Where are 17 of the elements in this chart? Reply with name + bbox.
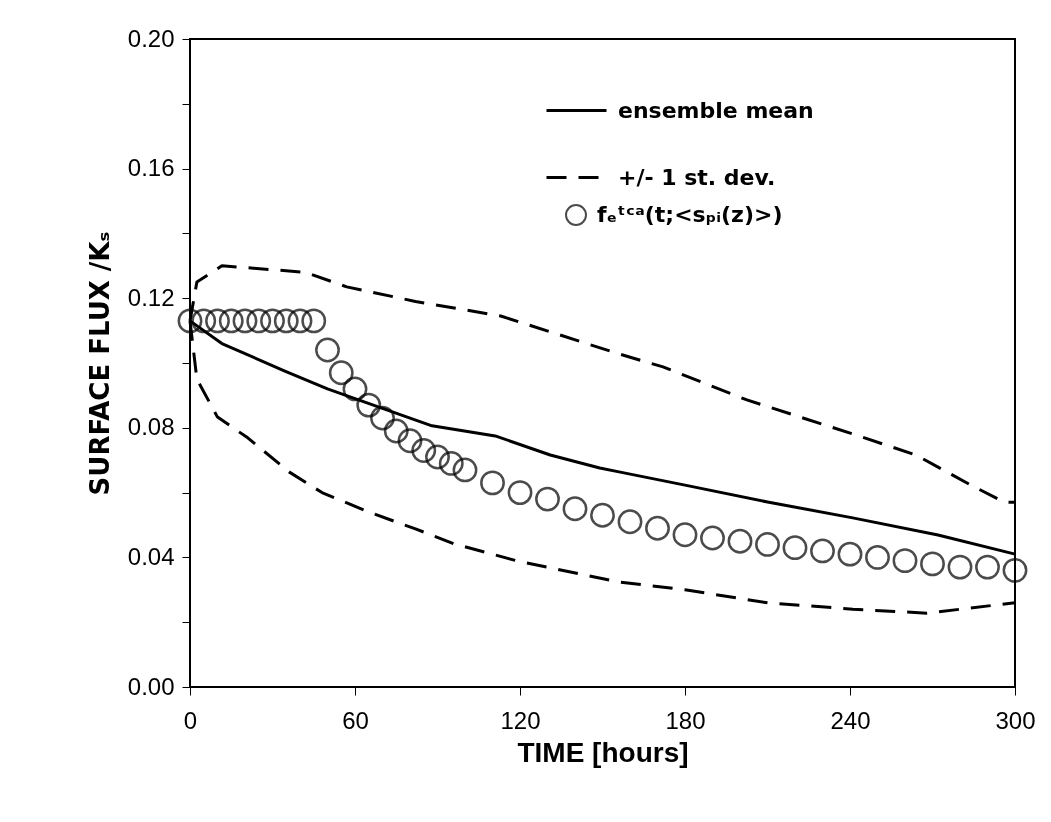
legend-label: +/- 1 st. dev.	[618, 164, 776, 190]
y-tick-label: 0.08	[127, 413, 175, 441]
x-tick-label: 300	[995, 706, 1036, 734]
y-tick-label: 0.04	[127, 542, 175, 570]
legend-label: fₑᵗᶜᵃ(t;<sₚᵢ(z)>)	[597, 202, 783, 227]
x-tick-label: 240	[830, 706, 871, 734]
y-tick-label: 0.16	[127, 154, 175, 182]
x-axis-title: TIME [hours]	[517, 736, 689, 768]
legend-label: ensemble mean	[618, 97, 814, 123]
y-axis-title: SURFACE FLUX /Kₛ	[84, 231, 115, 496]
y-tick-label: 0.12	[127, 283, 175, 311]
x-tick-label: 0	[183, 706, 198, 734]
x-tick-label: 180	[665, 706, 706, 734]
y-tick-label: 0.00	[127, 672, 175, 700]
x-tick-label: 60	[342, 706, 369, 734]
y-tick-label: 0.20	[127, 24, 175, 52]
x-tick-label: 120	[500, 706, 541, 734]
